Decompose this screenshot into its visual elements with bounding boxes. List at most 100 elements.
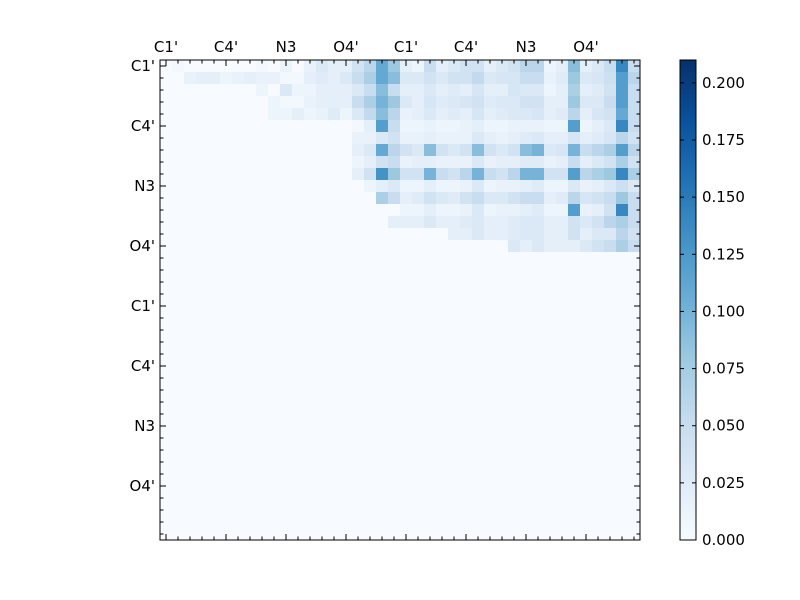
heatmap-cell [364, 516, 377, 529]
heatmap-cell [268, 300, 281, 313]
heatmap-cell [544, 216, 557, 229]
x-tick-label: C1' [154, 38, 178, 56]
heatmap-cell [448, 324, 461, 337]
heatmap-cell [364, 168, 377, 181]
heatmap-cell [556, 456, 569, 469]
heatmap-cell [352, 468, 365, 481]
heatmap-cell [328, 216, 341, 229]
heatmap-cell [316, 312, 329, 325]
heatmap-cell [400, 180, 413, 193]
heatmap-cell [604, 276, 617, 289]
heatmap-cell [604, 156, 617, 169]
heatmap-cell [364, 252, 377, 265]
heatmap-cell [580, 60, 593, 73]
heatmap-cell [496, 504, 509, 517]
heatmap-cell [496, 492, 509, 505]
heatmap-cell [436, 264, 449, 277]
heatmap-cell [580, 312, 593, 325]
heatmap-cell [232, 348, 245, 361]
heatmap-cell [280, 288, 293, 301]
heatmap-cell [352, 168, 365, 181]
heatmap-cell [280, 228, 293, 241]
heatmap-cell [436, 516, 449, 529]
heatmap-cell [352, 336, 365, 349]
heatmap-cell [364, 504, 377, 517]
heatmap-cell [556, 420, 569, 433]
heatmap-cell [352, 348, 365, 361]
heatmap-cell [460, 156, 473, 169]
heatmap-cell [568, 324, 581, 337]
heatmap-cell [364, 204, 377, 217]
heatmap-cell [232, 108, 245, 121]
heatmap-cell [256, 408, 269, 421]
heatmap-cell [412, 360, 425, 373]
heatmap-cell [544, 180, 557, 193]
heatmap-cell [616, 528, 629, 541]
heatmap-cell [316, 180, 329, 193]
heatmap-cell [160, 468, 173, 481]
heatmap-cell [400, 84, 413, 97]
heatmap-cell [544, 336, 557, 349]
heatmap-cell [244, 96, 257, 109]
heatmap-cell [244, 264, 257, 277]
heatmap-cell [544, 108, 557, 121]
heatmap-cell [376, 432, 389, 445]
heatmap-cell [472, 408, 485, 421]
heatmap-cell [316, 372, 329, 385]
heatmap-cell [472, 168, 485, 181]
heatmap-cell [340, 120, 353, 133]
heatmap-cell [244, 396, 257, 409]
heatmap-cell [304, 276, 317, 289]
heatmap-cell [280, 300, 293, 313]
heatmap-cell [616, 240, 629, 253]
heatmap-cell [448, 132, 461, 145]
heatmap-cell [364, 120, 377, 133]
heatmap-cell [580, 468, 593, 481]
heatmap-cell [604, 384, 617, 397]
heatmap-cell [556, 216, 569, 229]
heatmap-cell [472, 96, 485, 109]
heatmap-cell [448, 384, 461, 397]
heatmap-cell [580, 360, 593, 373]
heatmap-cell [628, 432, 641, 445]
heatmap-cell [532, 120, 545, 133]
heatmap-cell [220, 108, 233, 121]
heatmap-cell [508, 156, 521, 169]
heatmap-cell [628, 324, 641, 337]
heatmap-cell [436, 288, 449, 301]
heatmap-cell [280, 108, 293, 121]
colorbar-tick-label: 0.075 [702, 360, 745, 378]
heatmap-cell [340, 144, 353, 157]
heatmap-cell [304, 468, 317, 481]
heatmap-cell [232, 312, 245, 325]
heatmap-cell [472, 528, 485, 541]
heatmap-cell [436, 372, 449, 385]
heatmap-cell [388, 516, 401, 529]
heatmap-cell [400, 144, 413, 157]
heatmap-cell [544, 432, 557, 445]
heatmap-cell [424, 468, 437, 481]
heatmap-cell [364, 324, 377, 337]
heatmap-cell [220, 492, 233, 505]
heatmap-cell [460, 144, 473, 157]
heatmap-cell [460, 396, 473, 409]
heatmap-cell [316, 396, 329, 409]
heatmap-cell [568, 156, 581, 169]
heatmap-cell [256, 312, 269, 325]
heatmap-cell [556, 276, 569, 289]
heatmap-cell [412, 216, 425, 229]
heatmap-cell [244, 204, 257, 217]
heatmap-cell [484, 336, 497, 349]
heatmap-cell [496, 288, 509, 301]
heatmap-cell [160, 336, 173, 349]
heatmap-cell [244, 288, 257, 301]
heatmap-cell [304, 216, 317, 229]
heatmap-cell [616, 504, 629, 517]
heatmap-cell [256, 120, 269, 133]
heatmap-cell [256, 480, 269, 493]
heatmap-cell [220, 456, 233, 469]
heatmap-cell [580, 216, 593, 229]
heatmap-cell [184, 192, 197, 205]
heatmap-cell [352, 72, 365, 85]
heatmap-cell [532, 324, 545, 337]
